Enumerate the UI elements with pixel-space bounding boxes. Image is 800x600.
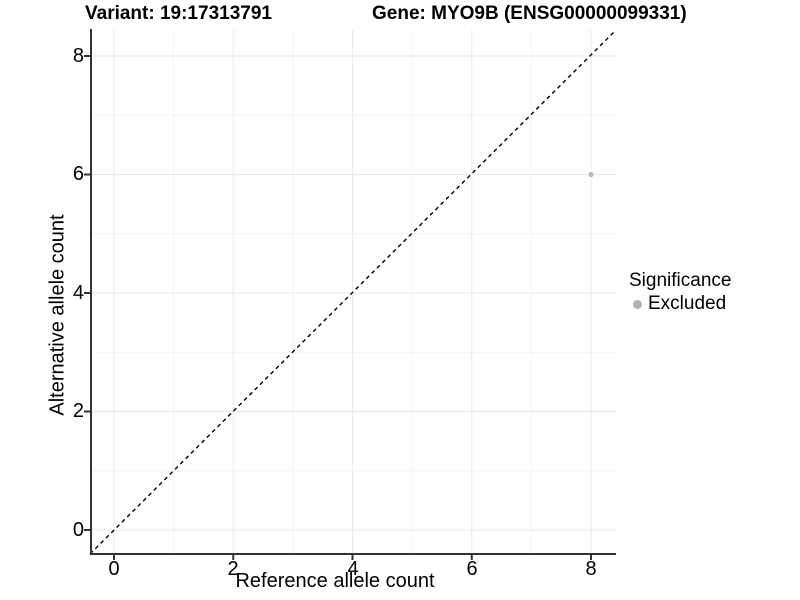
y-tick-label: 0 bbox=[72, 519, 84, 541]
identity-reference-line bbox=[89, 29, 617, 555]
plot-title-variant: Variant: 19:17313791 bbox=[85, 3, 272, 24]
plot-title-gene: Gene: MYO9B (ENSG00000099331) bbox=[372, 3, 687, 24]
x-tick-label: 4 bbox=[347, 558, 359, 580]
axis-lines bbox=[90, 29, 616, 555]
y-tick-label: 8 bbox=[72, 45, 84, 67]
y-axis-title: Alternative allele count bbox=[46, 214, 69, 416]
axis-tick-marks bbox=[84, 55, 592, 560]
legend: Significance Excluded bbox=[629, 270, 731, 315]
legend-item-excluded: Excluded bbox=[629, 293, 731, 315]
x-tick-label: 6 bbox=[466, 558, 478, 580]
legend-point-icon bbox=[633, 299, 642, 309]
y-tick-label: 4 bbox=[72, 282, 84, 304]
x-tick-label: 2 bbox=[227, 558, 239, 580]
x-tick-label: 0 bbox=[108, 558, 120, 580]
legend-item-label: Excluded bbox=[648, 293, 727, 314]
y-tick-label: 6 bbox=[72, 163, 84, 185]
x-axis-title: Reference allele count bbox=[235, 570, 435, 592]
y-tick-label: 2 bbox=[72, 400, 84, 422]
data-point bbox=[588, 171, 594, 178]
legend-title: Significance bbox=[629, 270, 732, 291]
x-tick-label: 8 bbox=[585, 558, 597, 580]
